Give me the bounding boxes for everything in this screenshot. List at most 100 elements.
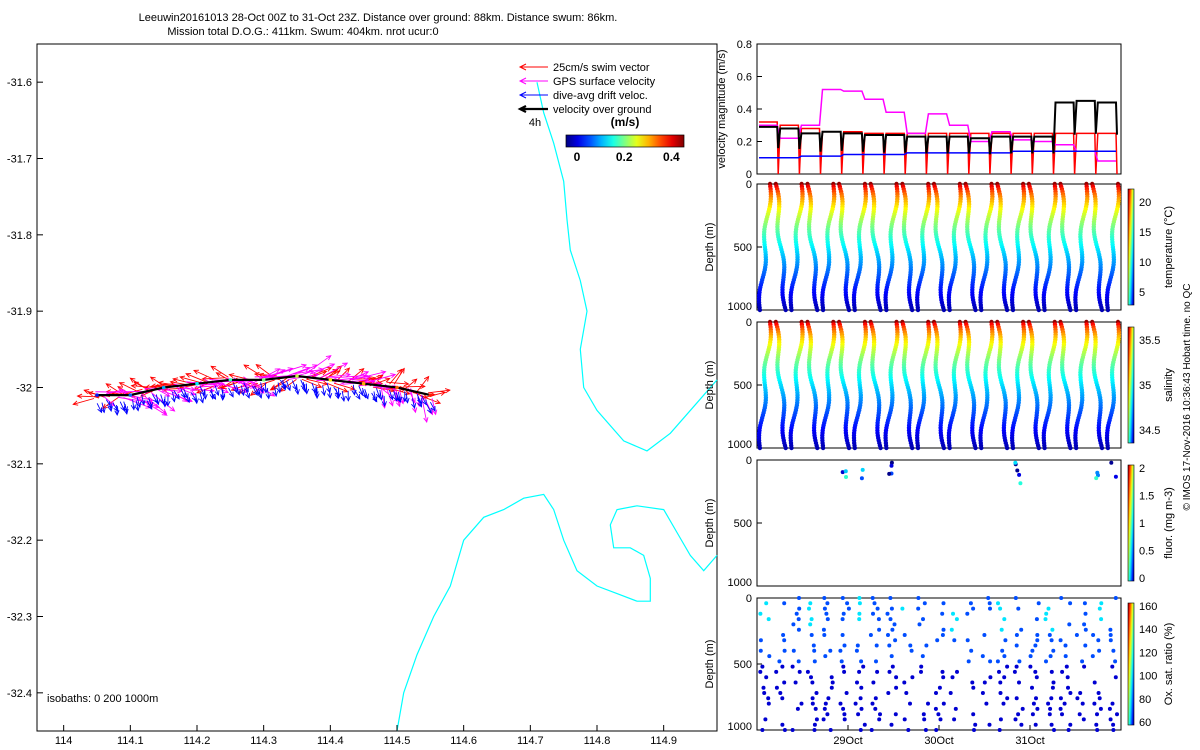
isobath-note: isobaths: 0 200 1000m	[47, 693, 158, 705]
swim-vector-arrow-head	[423, 375, 430, 382]
credit-text: © IMOS 17-Nov-2016 10:36:43 Hobart time.…	[1182, 284, 1193, 511]
profile-data-point	[890, 664, 895, 669]
drift-velocity-arrow	[235, 385, 240, 395]
legend-arrow-head	[517, 105, 527, 113]
drift-velocity-arrow-head	[381, 401, 387, 407]
profile-data-point	[997, 728, 1002, 732]
date-tick-label: 30Oct	[924, 735, 953, 747]
map-x-tick-label: 114.7	[517, 735, 544, 747]
profile-data-point	[909, 648, 914, 653]
profile-data-point	[1005, 664, 1010, 669]
drift-velocity-arrow	[173, 390, 180, 400]
map-x-tick-label: 114.8	[584, 735, 611, 747]
drift-velocity-arrow-head	[404, 397, 410, 404]
drift-velocity-arrow	[243, 382, 249, 392]
profile-data-point	[1110, 701, 1115, 706]
track-point	[195, 381, 199, 386]
profile-data-point	[822, 706, 827, 711]
gps-velocity-arrow-head	[242, 382, 249, 388]
swim-vector-arrow-head	[172, 377, 179, 383]
profile-ylabel: Depth (m)	[704, 361, 716, 410]
gps-velocity-arrow-head	[190, 390, 197, 396]
profile-data-point	[904, 691, 909, 695]
gps-velocity-arrow-head	[365, 374, 372, 380]
profile-data-point	[1092, 701, 1097, 706]
profile-data-point	[893, 712, 898, 717]
profile-data-point	[857, 601, 862, 606]
swim-vector-arrow-head	[118, 382, 125, 387]
coastline	[396, 82, 718, 732]
drift-velocity-arrow	[264, 382, 267, 393]
drift-velocity-arrow	[358, 385, 364, 396]
drift-velocity-arrow-head	[417, 398, 422, 405]
drift-velocity-arrow-head	[185, 397, 190, 404]
map-x-tick-label: 114	[55, 735, 73, 747]
profile-y-tick-label: 0	[746, 593, 752, 605]
swim-vector-arrow-head	[157, 380, 164, 386]
gps-velocity-arrow-head	[169, 406, 176, 412]
swim-vector-arrow-head	[193, 369, 200, 375]
profile-data-point	[1108, 633, 1113, 637]
profile-data-point	[1017, 659, 1022, 664]
profile-data-point	[1068, 445, 1073, 451]
drift-velocity-arrow	[190, 392, 197, 402]
profile-data-point	[1099, 601, 1104, 606]
drift-velocity-arrow	[148, 397, 153, 408]
profile-data-point	[952, 717, 957, 722]
profile-data-point	[1002, 617, 1007, 622]
profile-data-point	[878, 445, 883, 451]
profile-data-point	[829, 685, 834, 690]
drift-velocity-arrow-head	[136, 401, 142, 408]
profile-data-point	[1098, 706, 1103, 711]
profile-data-point	[1082, 664, 1087, 669]
drift-velocity-arrow	[185, 392, 190, 403]
map-x-tick-label: 114.1	[117, 735, 144, 747]
profile-data-point	[1099, 307, 1105, 313]
profile-data-point	[1063, 654, 1068, 659]
gps-velocity-arrow	[319, 362, 348, 379]
profile-data-point	[842, 712, 847, 717]
drift-velocity-arrow-head	[171, 396, 177, 403]
profile-data-point	[933, 706, 938, 711]
profile-data-point	[838, 701, 843, 706]
map-y-tick-label: -32.1	[7, 459, 32, 471]
profile-data-point	[1004, 445, 1010, 451]
profile-data-point	[941, 675, 946, 680]
swim-vector-arrow-head	[358, 368, 365, 374]
profile-data-point	[951, 611, 955, 616]
profile-colorbar-tick: 100	[1139, 671, 1157, 683]
profile-data-point	[814, 717, 819, 722]
profile-data-point	[965, 638, 970, 643]
profile-y-tick-label: 1000	[728, 301, 752, 313]
profile-y-tick-label: 500	[734, 242, 752, 254]
profile-colorbar-tick: 1.5	[1139, 491, 1154, 503]
velocity-ylabel: velocity magnitude (m/s)	[716, 49, 728, 168]
profile-data-point	[842, 717, 847, 722]
gps-velocity-arrow	[194, 385, 218, 388]
profile-data-point	[984, 701, 989, 706]
profile-data-point	[846, 445, 852, 451]
gps-velocity-arrow	[384, 383, 394, 406]
map-x-tick-label: 114.9	[650, 735, 677, 747]
profile-data-point	[778, 691, 783, 695]
swim-vector-arrow-head	[210, 365, 217, 371]
drift-velocity-arrow	[354, 390, 361, 400]
profile-data-point	[902, 633, 907, 637]
profile-data-point	[996, 601, 1000, 606]
map-x-tick-label: 114.2	[184, 735, 211, 747]
profile-data-point	[846, 307, 852, 313]
drift-velocity-arrow-head	[107, 406, 113, 413]
swim-vector-arrow	[423, 391, 446, 399]
profile-data-point	[887, 643, 892, 648]
gps-velocity-arrow-head	[274, 368, 281, 374]
profile-data-point	[774, 685, 779, 690]
drift-velocity-arrow	[214, 385, 219, 396]
profile-data-point	[782, 680, 787, 685]
swim-vector-arrow-head	[255, 364, 262, 370]
profile-data-point	[815, 445, 820, 451]
map-y-tick-label: -31.7	[7, 154, 32, 166]
speed-colorbar-tick: 0	[574, 150, 581, 164]
profile-data-point	[826, 696, 831, 701]
profile-data-point	[980, 691, 985, 695]
profile-data-point	[796, 627, 801, 632]
